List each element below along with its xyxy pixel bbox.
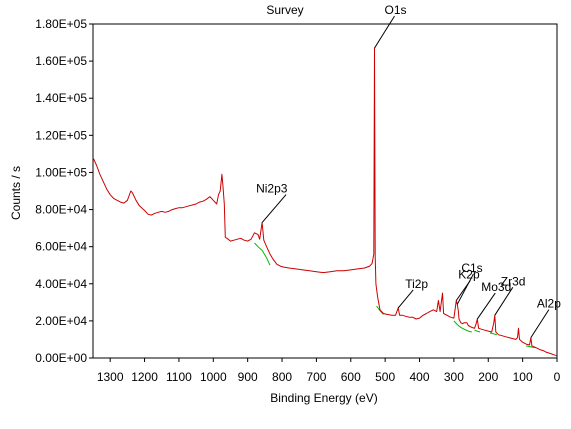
x-tick-label: 300 xyxy=(444,370,464,384)
plot-frame xyxy=(92,23,558,359)
x-tick-label: 800 xyxy=(272,370,292,384)
x-tick-label: 700 xyxy=(306,370,326,384)
y-axis-title: Counts / s xyxy=(9,166,23,220)
x-tick-label: 600 xyxy=(341,370,361,384)
y-tick-label: 2.00E+04 xyxy=(35,314,87,328)
background-segment xyxy=(453,320,472,333)
x-tick-label: 500 xyxy=(375,370,395,384)
background-segment xyxy=(474,329,481,333)
y-tick-label: 0.00E+00 xyxy=(35,351,87,365)
y-tick-label: 1.20E+05 xyxy=(35,128,87,142)
peak-label: Al2p xyxy=(537,297,561,311)
x-axis-title: Binding Energy (eV) xyxy=(270,391,377,405)
peak-label: O1s xyxy=(384,3,406,17)
y-tick-label: 4.00E+04 xyxy=(35,277,87,291)
peak-leader-line xyxy=(456,273,474,305)
peak-leader-line xyxy=(494,287,514,316)
x-tick-label: 0 xyxy=(554,370,561,384)
y-tick-label: 1.60E+05 xyxy=(35,54,87,68)
x-tick-label: 200 xyxy=(478,370,498,384)
background-segment xyxy=(525,345,536,349)
peak-label: Ti2p xyxy=(405,277,428,291)
x-tick-label: 100 xyxy=(513,370,533,384)
background-segment xyxy=(376,305,384,315)
x-axis: 1300 1200 1100 1000 900 800 700 600 500 400 300 200… xyxy=(97,358,561,384)
peak-label: K2p xyxy=(458,267,480,281)
peak-leader-line xyxy=(476,292,496,320)
x-tick-label: 1000 xyxy=(200,370,227,384)
y-tick-label: 6.00E+04 xyxy=(35,240,87,254)
chart-title: Survey xyxy=(266,3,303,17)
x-tick-label: 900 xyxy=(238,370,258,384)
x-tick-label: 1200 xyxy=(131,370,158,384)
background-lines xyxy=(254,242,536,349)
spectrum-line xyxy=(92,47,558,357)
x-tick-label: 1100 xyxy=(166,370,192,384)
background-segment xyxy=(254,242,271,266)
peak-label: C1s xyxy=(461,261,482,275)
peak-leader-line xyxy=(455,280,471,301)
background-segment xyxy=(489,332,498,336)
y-tick-label: 1.80E+05 xyxy=(35,17,87,31)
plot-area-border xyxy=(92,23,558,359)
y-tick-label: 1.00E+05 xyxy=(35,165,87,179)
spectrum-series xyxy=(92,47,558,357)
peak-label: Ni2p3 xyxy=(256,182,288,196)
peak-label: Zr3d xyxy=(501,274,526,288)
peak-label: Mo3d xyxy=(481,280,511,294)
x-tick-label: 1300 xyxy=(97,370,124,384)
y-tick-label: 8.00E+04 xyxy=(35,203,87,217)
peak-leader-line xyxy=(530,309,550,338)
y-tick-label: 1.40E+05 xyxy=(35,91,87,105)
peak-leader-line xyxy=(374,15,395,49)
peak-leader-line xyxy=(261,194,287,223)
x-tick-label: 400 xyxy=(410,370,430,384)
y-axis: 0.00E+00 2.00E+04 4.00E+04 6.00E+04 8.00E+04… xyxy=(35,17,93,365)
peak-leader-line xyxy=(397,289,414,309)
